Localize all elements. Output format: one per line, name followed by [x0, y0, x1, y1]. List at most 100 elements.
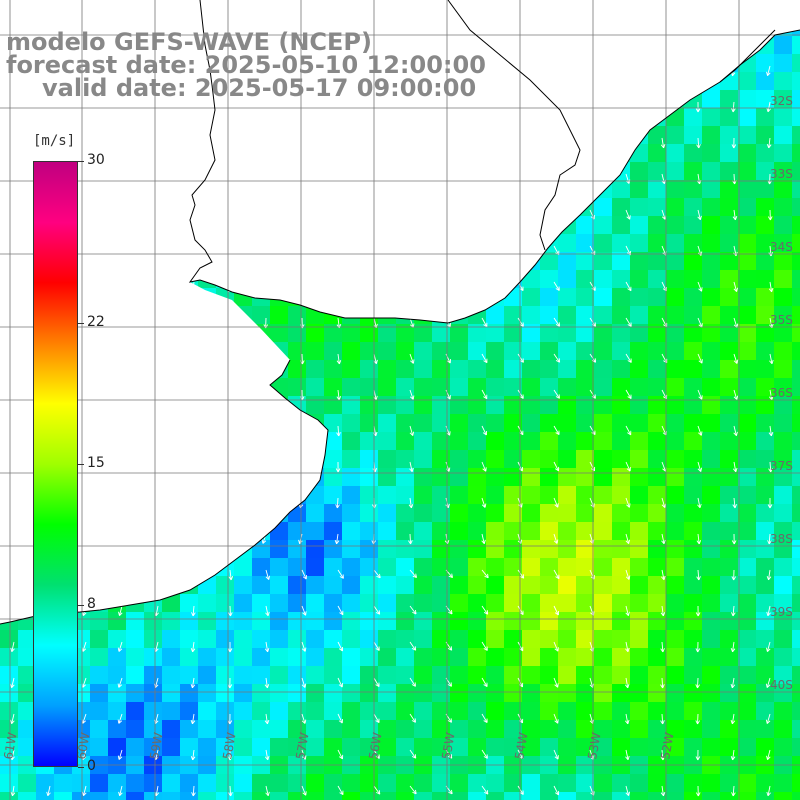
wind-speed-cell	[270, 540, 289, 559]
wind-speed-cell	[342, 558, 361, 577]
wind-arrow	[697, 281, 703, 292]
wind-arrow	[82, 785, 87, 796]
wind-speed-cell	[594, 738, 613, 757]
wind-speed-cell	[270, 738, 289, 757]
wind-speed-cell	[234, 648, 253, 667]
wind-speed-cell	[630, 792, 649, 800]
wind-arrow	[768, 389, 774, 401]
wind-speed-cell	[720, 450, 739, 469]
wind-arrow	[517, 569, 525, 579]
wind-speed-cell	[342, 720, 361, 739]
wind-speed-cell	[360, 612, 379, 631]
wind-speed-cell	[396, 414, 415, 433]
wind-arrow	[697, 497, 702, 509]
wind-speed-cell	[306, 684, 325, 703]
wind-speed-cell	[306, 720, 325, 739]
wind-speed-cell	[288, 666, 307, 685]
wind-arrow	[661, 533, 666, 545]
wind-speed-cell	[378, 432, 397, 451]
wind-speed-cell	[720, 774, 739, 793]
wind-speed-cell	[360, 540, 379, 559]
wind-speed-cell	[342, 522, 361, 541]
wind-speed-cell	[324, 432, 343, 451]
wind-speed-cell	[432, 702, 451, 721]
wind-arrow	[625, 281, 632, 292]
wind-speed-cell	[684, 792, 703, 800]
wind-speed-cell	[666, 774, 685, 793]
wind-arrow	[625, 605, 630, 617]
wind-arrow	[481, 785, 489, 795]
wind-speed-cell	[162, 702, 181, 721]
wind-speed-cell	[108, 774, 127, 793]
wind-speed-cell	[522, 612, 541, 631]
wind-speed-cell	[738, 342, 757, 361]
wind-speed-cell	[126, 648, 145, 667]
wind-speed-cell	[126, 612, 145, 631]
wind-arrow	[696, 533, 702, 545]
wind-speed-cell	[126, 684, 145, 703]
wind-speed-cell	[342, 432, 361, 451]
wind-arrow	[481, 497, 487, 508]
wind-speed-cell	[144, 792, 163, 800]
wind-speed-cell	[108, 612, 127, 631]
colorbar-tick-mark	[78, 767, 84, 768]
wind-speed-cell	[738, 396, 757, 415]
wind-speed-cell	[378, 342, 397, 361]
wind-speed-cell	[522, 648, 541, 667]
wind-arrow	[625, 389, 632, 399]
wind-speed-cell	[594, 234, 613, 253]
wind-speed-cell	[162, 666, 181, 685]
wind-speed-cell	[234, 792, 253, 800]
wind-speed-cell	[162, 684, 181, 703]
wind-speed-cell	[342, 342, 361, 361]
wind-speed-cell	[558, 378, 577, 397]
wind-speed-cell	[486, 306, 505, 325]
wind-arrow	[301, 641, 307, 652]
wind-speed-cell	[558, 324, 577, 343]
wind-arrow	[337, 605, 344, 616]
wind-speed-cell	[180, 594, 199, 613]
wind-arrow	[731, 137, 737, 149]
wind-speed-cell	[756, 648, 775, 667]
wind-speed-cell	[594, 378, 613, 397]
wind-speed-cell	[738, 180, 757, 199]
wind-speed-cell	[774, 324, 793, 343]
wind-speed-cell	[648, 450, 667, 469]
wind-speed-cell	[378, 486, 397, 505]
wind-speed-cell	[576, 414, 595, 433]
wind-speed-cell	[702, 486, 721, 505]
wind-speed-cell	[288, 630, 307, 649]
wind-speed-cell	[558, 342, 577, 361]
longitude-label: 58W	[220, 731, 239, 760]
wind-speed-cell	[792, 180, 800, 199]
wind-speed-cell	[756, 432, 775, 451]
wind-speed-cell	[738, 720, 757, 739]
wind-speed-cell	[486, 612, 505, 631]
wind-speed-cell	[684, 306, 703, 325]
wind-speed-cell	[504, 576, 523, 595]
wind-speed-cell	[324, 576, 343, 595]
wind-speed-cell	[0, 774, 19, 793]
wind-speed-cell	[234, 738, 253, 757]
wind-speed-cell	[342, 774, 361, 793]
wind-speed-cell	[468, 450, 487, 469]
wind-arrow	[409, 785, 417, 795]
wind-speed-cell	[486, 486, 505, 505]
wind-speed-cell	[738, 378, 757, 397]
wind-speed-cell	[738, 234, 757, 253]
wind-speed-cell	[684, 342, 703, 361]
wind-speed-cell	[360, 522, 379, 541]
wind-speed-cell	[486, 504, 505, 523]
wind-arrow	[409, 749, 417, 759]
wind-speed-cell	[0, 792, 19, 800]
wind-speed-cell	[162, 630, 181, 649]
wind-speed-cell	[468, 486, 487, 505]
wind-speed-cell	[612, 648, 631, 667]
wind-speed-cell	[738, 306, 757, 325]
wind-speed-cell	[702, 252, 721, 271]
wind-speed-cell	[648, 342, 667, 361]
wind-arrow	[625, 209, 631, 220]
wind-speed-cell	[342, 396, 361, 415]
wind-speed-cell	[774, 126, 793, 145]
wind-arrow	[301, 569, 307, 580]
